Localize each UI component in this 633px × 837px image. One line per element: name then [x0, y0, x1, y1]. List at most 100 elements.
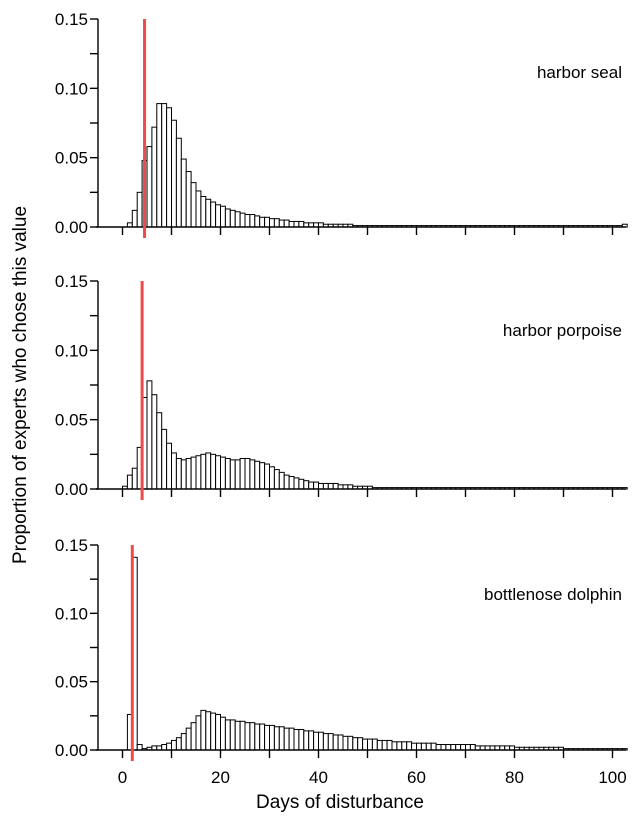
histogram-bar [264, 216, 271, 228]
histogram-bar [195, 190, 202, 228]
histogram-bar [308, 481, 315, 490]
histogram-bar [273, 469, 280, 490]
histogram-bar [180, 459, 187, 490]
histogram-bar [264, 724, 271, 751]
histogram-bar [386, 739, 393, 751]
histogram-bar [200, 195, 207, 228]
histogram-bar [215, 713, 222, 751]
histogram-bar [171, 452, 177, 490]
histogram-bar [283, 219, 290, 228]
histogram-bar [283, 727, 290, 751]
histogram-bar [332, 734, 339, 751]
histogram-bar [156, 412, 163, 490]
histogram-bar [288, 220, 295, 228]
histogram-bar [180, 733, 187, 751]
histogram-bar [371, 738, 378, 751]
histogram-bar [161, 744, 168, 751]
histogram-bar [175, 457, 182, 490]
histogram-bar [210, 453, 217, 490]
x-tick-label: 60 [407, 768, 426, 787]
histogram-bar [244, 457, 251, 490]
histogram-bar [376, 739, 383, 751]
histogram-bar [416, 742, 422, 751]
histogram-bar [151, 394, 158, 490]
histogram-bar [185, 727, 192, 751]
histogram-bar [298, 478, 305, 490]
histogram-bar [156, 103, 163, 228]
histogram-bar [357, 737, 364, 751]
histogram-bar [269, 466, 275, 490]
histogram-bar [190, 722, 197, 751]
histogram-bar [171, 739, 177, 751]
histogram-bar [171, 119, 177, 228]
histogram-bar [308, 730, 315, 751]
histogram-bar [200, 709, 207, 751]
histogram-bar [161, 103, 168, 228]
histogram-bar [288, 727, 295, 751]
histogram-bar [347, 735, 354, 751]
histogram-bar [259, 723, 266, 751]
y-tick-label: 0.10 [55, 604, 88, 623]
histogram-bar [259, 462, 266, 490]
histogram-bar [220, 205, 226, 228]
histogram-bar [411, 742, 418, 751]
histogram-bar [136, 191, 143, 228]
y-tick-label: 0.00 [55, 218, 88, 237]
panel-label: harbor seal [537, 63, 622, 82]
y-tick-label: 0.00 [55, 480, 88, 499]
histogram-bar [249, 459, 256, 490]
histogram-bar [224, 457, 231, 490]
histogram-bar [229, 719, 236, 751]
histogram-bar [244, 722, 251, 751]
histogram-bar [332, 482, 339, 490]
histogram-bar [425, 742, 432, 751]
histogram-bar [185, 171, 192, 228]
histogram-bar [131, 209, 138, 228]
histogram-bar [175, 737, 182, 751]
histogram-bar [322, 482, 329, 490]
y-tick-label: 0.15 [55, 10, 88, 29]
histogram-bar [146, 380, 153, 490]
y-tick-label: 0.00 [55, 741, 88, 760]
histogram-bar [131, 467, 138, 490]
histogram-bar [445, 744, 452, 751]
histogram-bar [440, 744, 447, 751]
x-tick-label: 40 [309, 768, 328, 787]
histogram-bar [269, 218, 275, 228]
histogram-bar [327, 733, 334, 751]
histogram-bar [190, 182, 197, 228]
histogram-bar [327, 482, 334, 490]
histogram-bar [313, 481, 320, 490]
histogram-bar [313, 731, 320, 751]
histogram-bar [229, 459, 236, 490]
histogram-bar [126, 474, 133, 490]
histogram-bar [460, 744, 467, 751]
histogram-bar [391, 741, 398, 751]
histogram-bar [195, 715, 202, 751]
histogram-bar [469, 744, 476, 751]
histogram-bar [249, 722, 256, 751]
histogram-bar [298, 220, 305, 228]
histogram-bar [136, 744, 143, 751]
histogram-bar [293, 477, 300, 490]
histogram-bar [244, 214, 251, 228]
histogram-bar [215, 455, 222, 490]
histogram-bar [278, 471, 285, 490]
x-tick-label: 80 [505, 768, 524, 787]
histogram-bar [151, 126, 158, 228]
histogram-bar [303, 730, 310, 751]
histogram-bar [269, 724, 275, 751]
histogram-bar [239, 457, 246, 490]
histogram-bar [352, 737, 359, 751]
histogram-bar [273, 726, 280, 751]
histogram-bar [205, 452, 212, 490]
histogram-bar [190, 456, 197, 490]
y-tick-label: 0.10 [55, 341, 88, 360]
histogram-bar [205, 198, 212, 228]
histogram-bar [430, 742, 437, 751]
y-tick-label: 0.05 [55, 149, 88, 168]
histogram-bar [229, 209, 236, 228]
y-tick-label: 0.05 [55, 673, 88, 692]
histogram-bar [278, 219, 285, 228]
